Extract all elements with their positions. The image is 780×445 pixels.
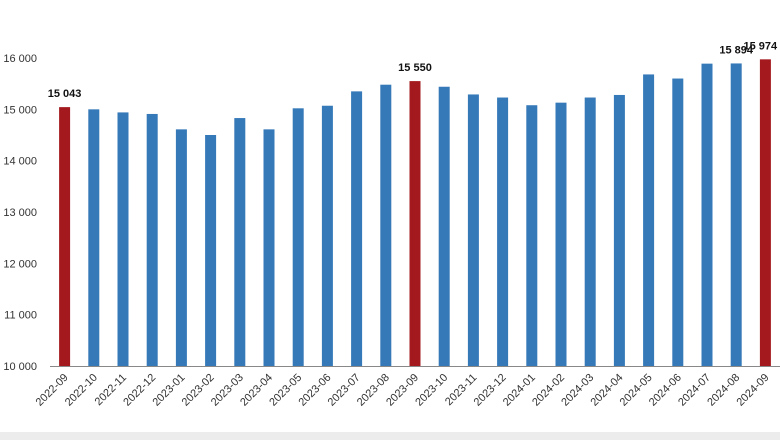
bar-2024-08 (730, 63, 742, 366)
bar-2023-04 (263, 129, 275, 366)
data-label-2022-09: 15 043 (48, 88, 82, 100)
bar-2023-06 (321, 105, 333, 367)
x-axis: 2022-092022-102022-112022-122023-012023-… (34, 366, 780, 409)
y-tick-label: 12 000 (3, 258, 37, 270)
bar-2023-03 (234, 118, 246, 366)
y-tick-label: 13 000 (3, 207, 37, 219)
bar-2023-08 (380, 84, 392, 367)
bar-2023-09 (409, 81, 421, 366)
data-label-2023-09: 15 550 (398, 62, 432, 74)
bar-2023-12 (497, 97, 509, 366)
x-tick-label: 2024-09 (734, 372, 771, 409)
y-axis: 10 000 11 000 12 000 13 000 14 000 15 000 16 0… (3, 53, 37, 373)
x-tick-label: 2022-10 (63, 372, 100, 409)
y-tick-label: 11 000 (4, 310, 37, 322)
y-tick-label: 10 000 (3, 361, 37, 373)
bars (59, 59, 771, 367)
bar-2024-09 (759, 59, 771, 367)
bar-2023-10 (438, 86, 450, 366)
bar-2024-05 (643, 74, 655, 366)
bar-2023-05 (292, 108, 304, 366)
bar-2022-11 (117, 112, 129, 366)
bar-2024-03 (584, 97, 596, 366)
bar-2023-07 (351, 91, 363, 366)
bar-2022-12 (146, 113, 158, 366)
data-label-2024-08: 15 894 (719, 44, 754, 56)
bar-2023-01 (175, 129, 187, 366)
bar-2024-01 (526, 105, 538, 366)
bar-2024-07 (701, 63, 713, 366)
bar-2024-06 (672, 78, 684, 367)
bar-2023-11 (467, 94, 479, 367)
bar-2022-10 (88, 109, 100, 366)
x-tick-label: 2023-10 (413, 372, 450, 409)
y-tick-label: 14 000 (3, 156, 37, 168)
bar-2024-02 (555, 102, 567, 366)
y-tick-label: 16 000 (3, 53, 37, 65)
bar-2022-09 (59, 107, 71, 366)
bar-2024-04 (613, 94, 625, 367)
data-label-2024-09: 15 974 (743, 40, 778, 52)
bar-2023-02 (205, 135, 217, 366)
y-tick-label: 15 000 (3, 104, 37, 116)
bottom-band (0, 432, 780, 440)
